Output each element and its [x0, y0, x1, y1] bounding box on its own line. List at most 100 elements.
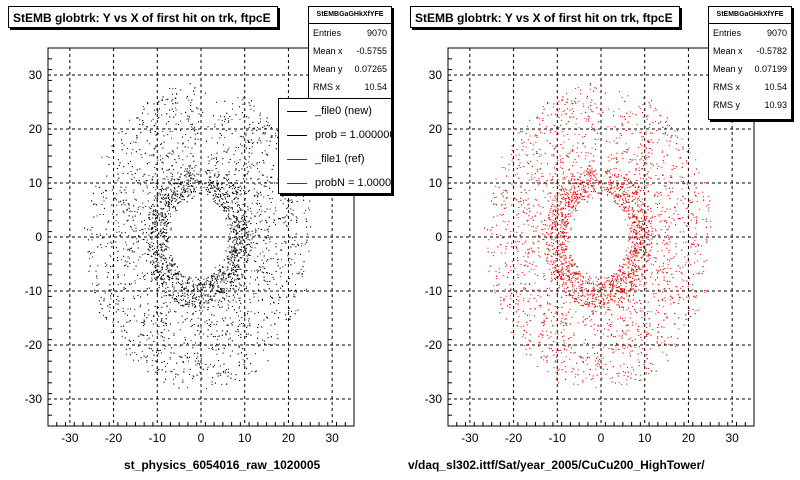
data-point	[134, 282, 136, 284]
data-point	[245, 252, 247, 254]
data-point	[166, 291, 167, 293]
data-point	[224, 208, 225, 210]
data-point	[191, 301, 193, 302]
data-point	[147, 103, 149, 105]
data-point	[268, 145, 270, 147]
data-point	[254, 270, 256, 272]
data-point	[688, 297, 690, 299]
data-point	[280, 218, 281, 220]
data-point	[177, 142, 179, 144]
data-point	[262, 349, 264, 351]
data-point	[226, 184, 228, 186]
data-point	[148, 217, 149, 219]
data-point	[143, 355, 145, 357]
data-point	[198, 113, 200, 115]
data-point	[228, 296, 230, 297]
data-point	[257, 271, 259, 273]
data-point	[164, 292, 166, 293]
data-point	[126, 244, 128, 246]
data-point	[252, 142, 254, 144]
data-point	[190, 153, 192, 154]
data-point	[237, 204, 239, 206]
data-point	[158, 326, 160, 327]
data-point	[160, 230, 162, 232]
data-point	[186, 182, 188, 184]
data-point	[276, 130, 278, 132]
data-point	[97, 246, 99, 248]
data-point	[139, 230, 141, 231]
data-point	[172, 207, 174, 209]
data-point	[177, 322, 179, 324]
data-point	[198, 299, 200, 301]
data-point	[193, 160, 195, 162]
data-point	[208, 181, 210, 183]
data-point	[92, 192, 94, 194]
data-point	[213, 273, 215, 275]
data-point	[232, 108, 233, 110]
data-point	[122, 173, 124, 174]
data-point	[219, 137, 221, 139]
data-point	[180, 195, 182, 197]
data-point	[225, 334, 227, 336]
data-point	[108, 157, 110, 158]
data-point	[274, 132, 276, 134]
data-point	[149, 228, 151, 230]
data-point	[224, 118, 226, 120]
data-point	[239, 227, 241, 229]
data-point	[146, 185, 148, 187]
data-point	[152, 211, 154, 213]
data-point	[296, 221, 298, 223]
data-point	[266, 229, 268, 231]
data-point	[101, 308, 103, 310]
data-point	[169, 311, 171, 313]
data-point	[281, 249, 283, 251]
data-point	[219, 193, 221, 195]
data-point	[164, 194, 166, 196]
data-point	[134, 215, 136, 217]
data-point	[230, 323, 232, 325]
data-point	[234, 243, 236, 245]
data-point	[223, 277, 225, 279]
data-point	[180, 113, 182, 115]
data-point	[116, 214, 118, 216]
data-point	[148, 309, 150, 311]
data-point	[245, 278, 247, 280]
data-point	[165, 200, 166, 202]
data-point	[204, 92, 206, 94]
data-point	[118, 177, 120, 179]
data-point	[137, 241, 139, 243]
data-point	[256, 269, 258, 271]
data-point	[238, 236, 240, 238]
data-point	[186, 97, 188, 99]
data-point	[236, 243, 238, 244]
data-point	[208, 284, 210, 286]
data-point	[170, 370, 172, 372]
data-point	[196, 179, 198, 181]
data-point	[124, 189, 126, 191]
data-point	[176, 183, 178, 185]
data-point	[303, 199, 305, 201]
data-point	[165, 378, 167, 380]
data-point	[164, 248, 166, 250]
data-point	[139, 119, 141, 121]
data-point	[158, 116, 160, 118]
data-point	[242, 243, 243, 245]
data-point	[134, 352, 136, 354]
data-point	[268, 181, 270, 183]
data-point	[220, 291, 222, 293]
data-point	[241, 209, 243, 211]
data-point	[151, 228, 153, 230]
data-point	[155, 254, 156, 256]
data-point	[151, 232, 153, 234]
data-point	[120, 200, 121, 202]
data-point	[157, 370, 159, 372]
data-point	[256, 243, 258, 245]
data-point	[183, 342, 185, 344]
data-point	[130, 247, 132, 249]
data-point	[152, 187, 154, 189]
data-point	[170, 200, 172, 202]
data-point	[241, 257, 243, 259]
data-point	[214, 202, 216, 204]
data-point	[237, 274, 239, 276]
data-point	[278, 317, 279, 319]
